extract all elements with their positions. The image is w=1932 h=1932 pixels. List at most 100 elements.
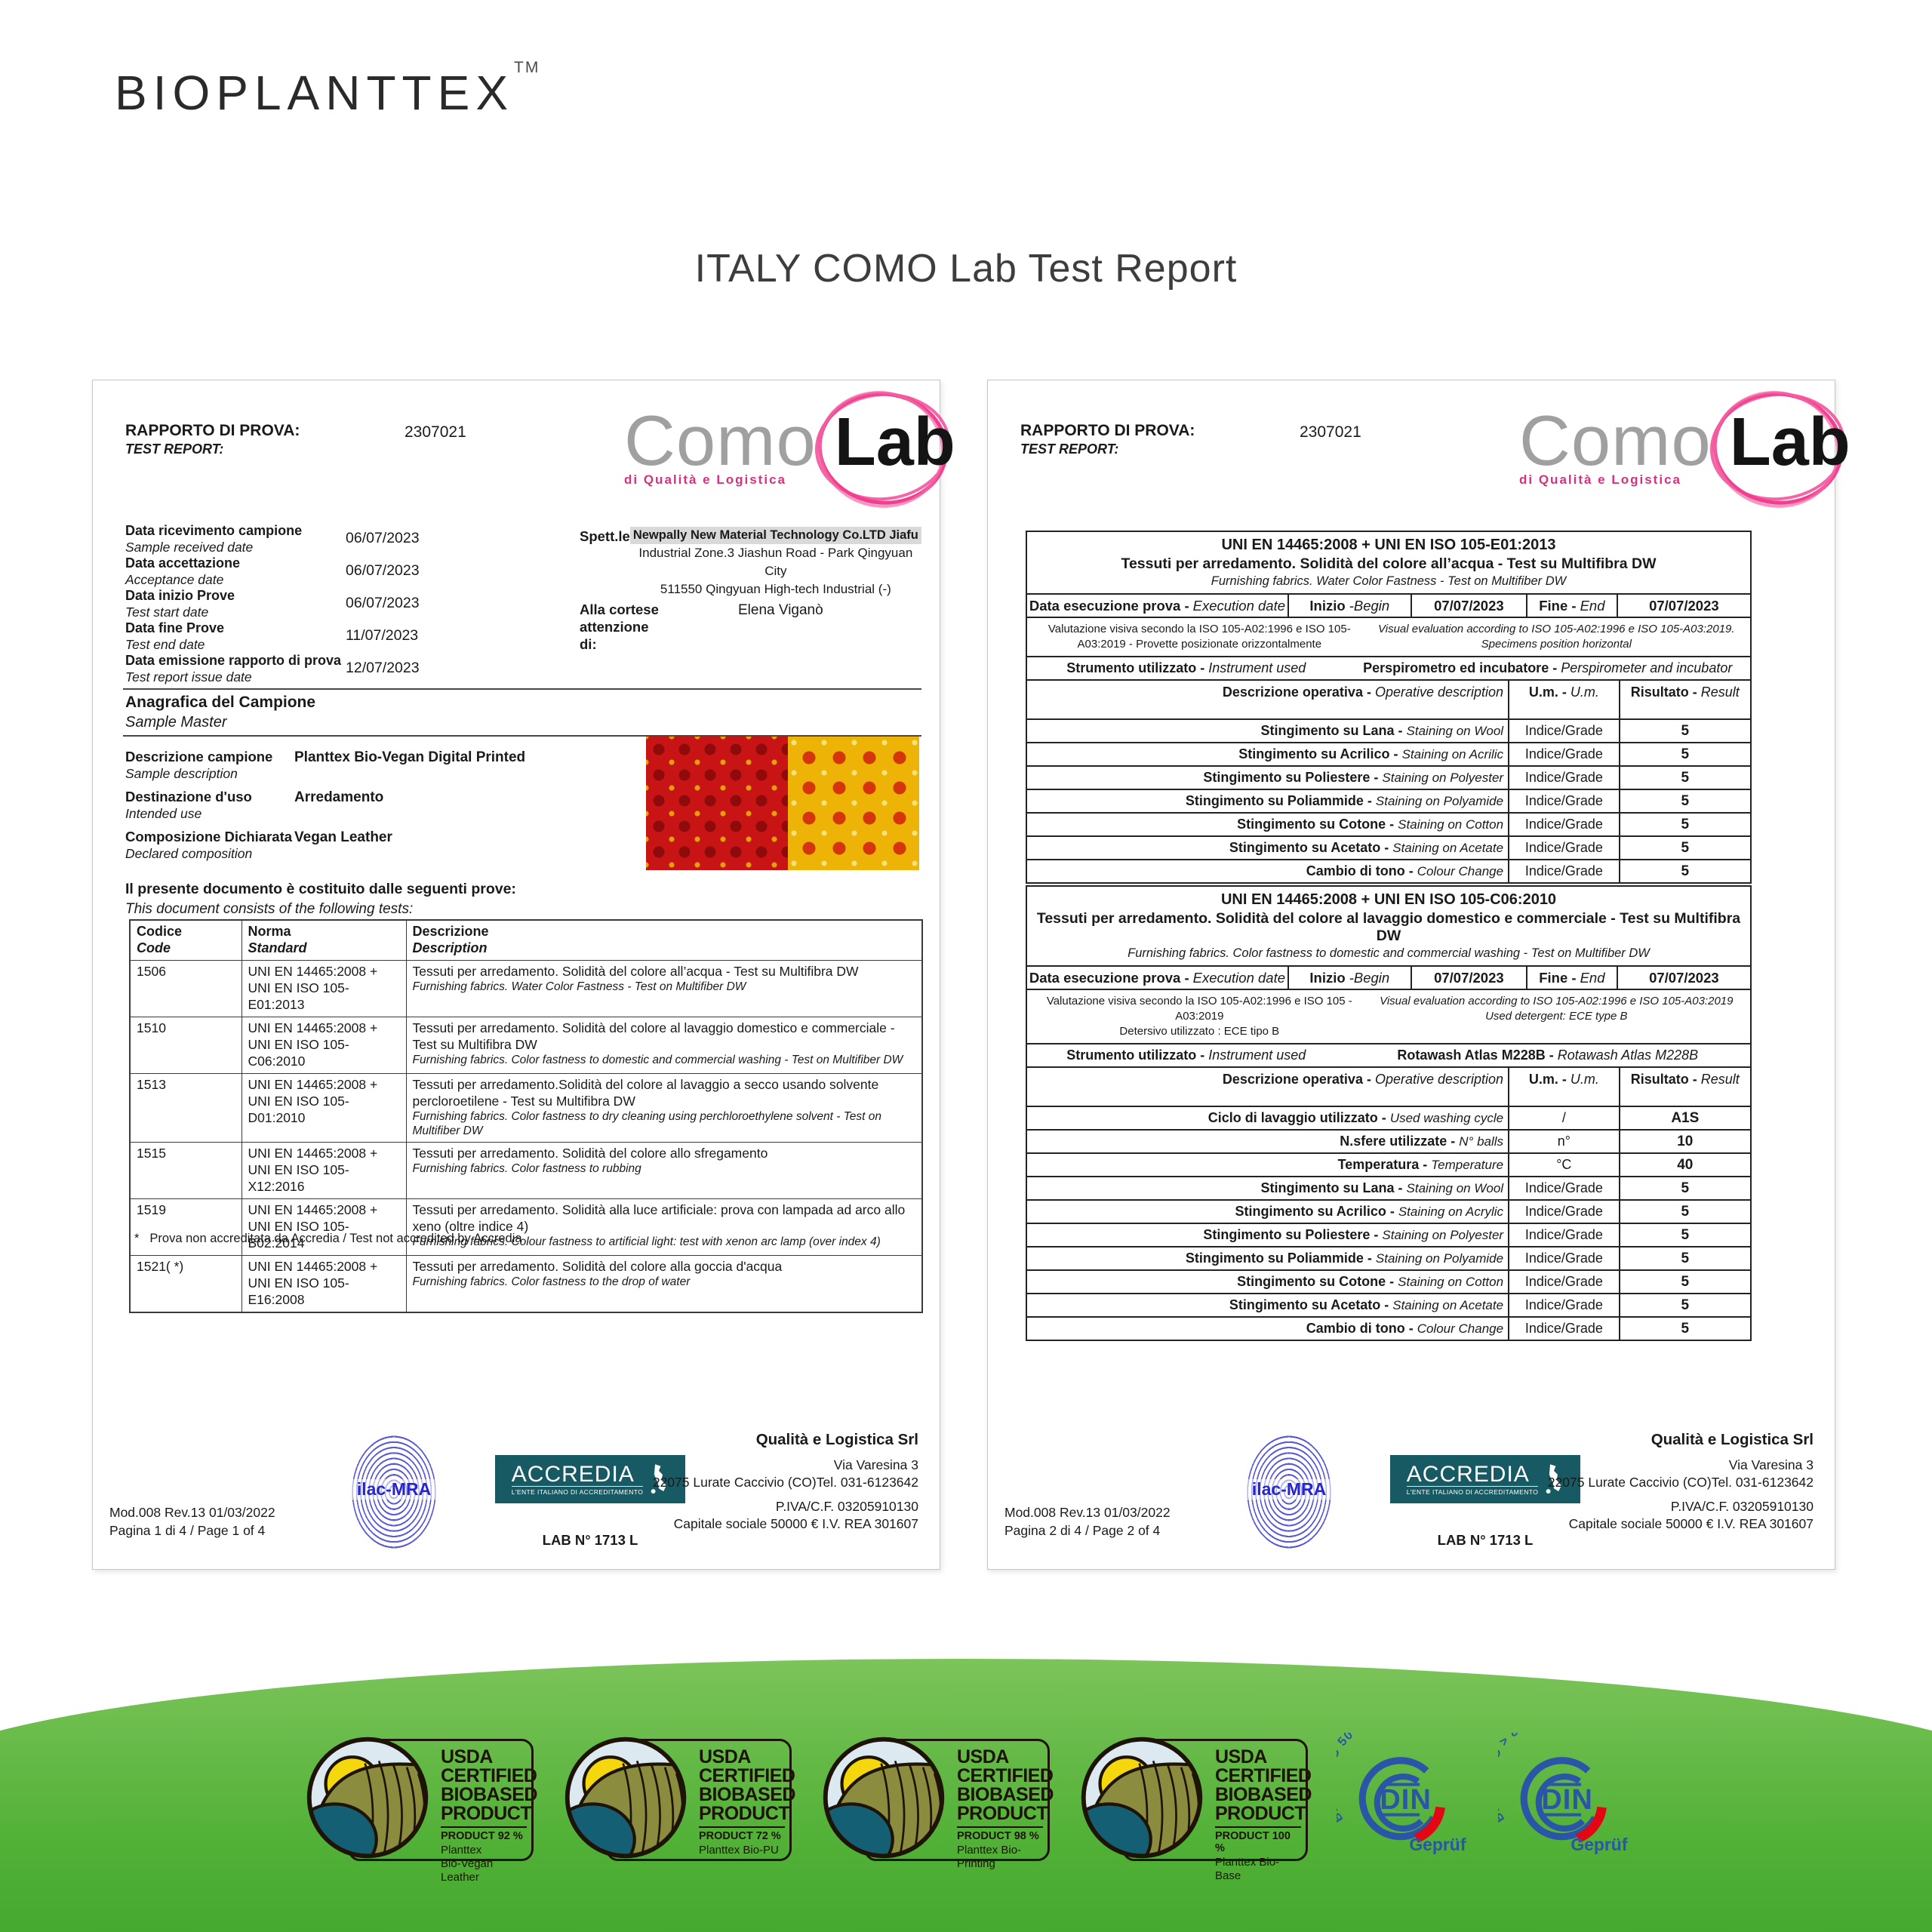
pink-scribble-circle-icon bbox=[1709, 391, 1846, 508]
sample-field-label-en: Sample description bbox=[125, 766, 238, 781]
report-number-labels: RAPPORTO DI PROVA: TEST REPORT: bbox=[125, 421, 300, 459]
col-standard-en: Standard bbox=[248, 940, 307, 955]
company-vat: P.IVA/C.F. 03205910130 bbox=[775, 1499, 918, 1514]
result-label-en: Staining on Wool bbox=[1406, 724, 1504, 738]
sample-field-row: Composizione Dichiarata Declared composit… bbox=[125, 829, 623, 869]
report-dates: Data ricevimento campione Sample received… bbox=[125, 522, 563, 685]
company-name: Qualità e Logistica Srl bbox=[1651, 1431, 1814, 1448]
page-meta: Mod.008 Rev.13 01/03/2022 Pagina 2 di 4 … bbox=[1004, 1503, 1171, 1540]
report-number: 2307021 bbox=[1300, 423, 1361, 441]
company-name: Qualità e Logistica Srl bbox=[755, 1431, 918, 1448]
result-unit: Indice/Grade bbox=[1508, 860, 1619, 882]
date-value: 06/07/2023 bbox=[346, 595, 420, 611]
result-row: Cambio di tono - Colour Change Indice/Gr… bbox=[1027, 1316, 1750, 1340]
attention-name: Elena Viganò bbox=[738, 602, 823, 618]
footnote-star: * bbox=[134, 1232, 140, 1245]
date-value: 06/07/2023 bbox=[346, 562, 420, 579]
result-label-it: Stingimento su Acetato - bbox=[1229, 840, 1389, 855]
result-label-en: Staining on Polyester bbox=[1382, 771, 1504, 785]
date-label-it: Data inizio Prove bbox=[125, 587, 235, 603]
result-label-en: Used washing cycle bbox=[1389, 1111, 1504, 1125]
usda-emblem-icon bbox=[820, 1733, 947, 1863]
page-number-label: Pagina 1 di 4 / Page 1 of 4 bbox=[109, 1523, 266, 1538]
usda-emblem-icon bbox=[304, 1733, 431, 1863]
result-label-en: N° balls bbox=[1459, 1134, 1504, 1149]
usda-line-2: CERTIFIED bbox=[1215, 1765, 1312, 1786]
sample-field-label-it: Composizione Dichiarata bbox=[125, 829, 293, 844]
result-unit: Indice/Grade bbox=[1508, 767, 1619, 789]
accredia-name: ACCREDIA bbox=[511, 1461, 635, 1487]
usda-line-3: BIOBASED bbox=[699, 1784, 795, 1805]
table-title-it: Tessuti per arredamento. Solidità del co… bbox=[1036, 910, 1741, 944]
col-standard-it: Norma bbox=[248, 924, 291, 939]
date-label-it: Data ricevimento campione bbox=[125, 522, 303, 538]
result-row: Cambio di tono - Colour Change Indice/Gr… bbox=[1027, 859, 1750, 882]
result-unit: Indice/Grade bbox=[1508, 1177, 1619, 1199]
tests-table: Codice Code Norma Standard Descrizione Desc… bbox=[129, 919, 923, 1313]
comolab-logo-como: Como bbox=[624, 401, 817, 480]
result-unit: Indice/Grade bbox=[1508, 790, 1619, 812]
result-label-it: Stingimento su Poliammide - bbox=[1185, 793, 1372, 808]
attention-block: Alla cortese attenzione di: Elena Viganò bbox=[580, 601, 921, 653]
test-desc-en: Furnishing fabrics. Colour fastness to a… bbox=[412, 1235, 881, 1248]
result-label-en: Colour Change bbox=[1417, 1321, 1504, 1336]
result-value: 5 bbox=[1618, 1271, 1750, 1293]
attention-label: Alla cortese attenzione di: bbox=[580, 601, 659, 652]
usda-line-1: USDA bbox=[1215, 1746, 1267, 1767]
page-title: ITALY COMO Lab Test Report bbox=[694, 247, 1238, 291]
test-desc-en: Furnishing fabrics. Color fastness to do… bbox=[412, 1054, 903, 1066]
date-label-en: Test end date bbox=[125, 636, 205, 652]
result-label-it: Stingimento su Lana - bbox=[1260, 723, 1403, 738]
result-unit: Indice/Grade bbox=[1508, 837, 1619, 859]
recipient-company: Newpally New Material Technology Co.LTD … bbox=[629, 527, 921, 544]
sample-field-label-it: Descrizione campione bbox=[125, 749, 273, 764]
result-label-en: Staining on Polyester bbox=[1382, 1228, 1504, 1242]
test-desc-it: Tessuti per arredamento. Solidità del co… bbox=[412, 1259, 783, 1274]
result-value: 5 bbox=[1618, 1224, 1750, 1246]
test-desc-it: Tessuti per arredamento. Solidità del co… bbox=[412, 1146, 768, 1161]
tests-table-header: Codice Code Norma Standard Descrizione Desc… bbox=[129, 919, 923, 961]
test-desc-en: Furnishing fabrics. Water Color Fastness… bbox=[412, 980, 746, 993]
table-standard: UNI EN 14465:2008 + UNI EN ISO 105-C06:2… bbox=[1220, 891, 1557, 908]
result-unit: n° bbox=[1508, 1131, 1619, 1152]
certification-badges-row: USDA CERTIFIED BIOBASED PRODUCT PRODUCT … bbox=[0, 1733, 1932, 1884]
result-label-it: Stingimento su Acrilico - bbox=[1238, 746, 1398, 761]
tests-table-row: 1510 UNI EN 14465:2008 + UNI EN ISO 105-… bbox=[129, 1017, 923, 1074]
recipient-address-2: 511550 Qingyuan High-tech Industrial (-) bbox=[660, 582, 891, 596]
table-title-it: Tessuti per arredamento. Solidità del co… bbox=[1121, 555, 1657, 572]
result-label-it: Cambio di tono - bbox=[1306, 1321, 1414, 1336]
brand-name: BIOPLANTTEX bbox=[115, 66, 514, 120]
result-value: 5 bbox=[1618, 1294, 1750, 1316]
result-unit: Indice/Grade bbox=[1508, 743, 1619, 765]
instrument-row: Strumento utilizzato - Instrument used R… bbox=[1027, 1043, 1750, 1066]
table-title-en: Furnishing fabrics. Water Color Fastness… bbox=[1211, 574, 1567, 588]
test-code: 1506 bbox=[129, 960, 242, 1017]
ilac-mra-label: ilac-MRA bbox=[1238, 1479, 1340, 1500]
usda-percent: PRODUCT 100 % bbox=[1215, 1830, 1291, 1854]
svg-text:Geprüft: Geprüft bbox=[1571, 1835, 1628, 1854]
usda-divider bbox=[441, 1826, 527, 1828]
date-label-en: Acceptance date bbox=[125, 571, 224, 587]
company-capital: Capitale sociale 50000 € I.V. REA 301607 bbox=[1568, 1516, 1814, 1531]
result-value: 5 bbox=[1618, 837, 1750, 859]
usda-percent: PRODUCT 98 % bbox=[957, 1830, 1039, 1842]
company-info: Qualità e Logistica Srl Via Varesina 3 2… bbox=[1548, 1431, 1814, 1533]
svg-text:BIOBASED > 85 %: BIOBASED > 85 % bbox=[1498, 1733, 1543, 1826]
italy-silhouette-icon bbox=[1546, 1464, 1562, 1494]
divider bbox=[123, 688, 921, 690]
usda-biobased-badge: USDA CERTIFIED BIOBASED PRODUCT PRODUCT … bbox=[820, 1733, 1054, 1870]
usda-product-line-1: Planttex Bio-Printing bbox=[957, 1844, 1022, 1870]
result-label-en: Staining on Acrilic bbox=[1401, 747, 1504, 761]
company-info: Qualità e Logistica Srl Via Varesina 3 2… bbox=[653, 1431, 918, 1533]
report-label-en: TEST REPORT: bbox=[1020, 441, 1119, 457]
test-standard: UNI EN 14465:2008 + UNI EN ISO 105-E16:2… bbox=[241, 1255, 407, 1313]
sample-field-row: Destinazione d'uso Intended use Arredamen… bbox=[125, 789, 623, 829]
test-desc-en: Furnishing fabrics. Color fastness to th… bbox=[412, 1275, 691, 1288]
usda-biobased-badge: USDA CERTIFIED BIOBASED PRODUCT PRODUCT … bbox=[562, 1733, 795, 1863]
usda-badge-frame: USDA CERTIFIED BIOBASED PRODUCT PRODUCT … bbox=[864, 1739, 1054, 1870]
date-value: 12/07/2023 bbox=[346, 660, 420, 676]
page-footer: ilac-MRA ACCREDIA L'ENTE ITALIANO DI ACC… bbox=[93, 1429, 940, 1567]
result-row: Stingimento su Lana - Staining on Wool I… bbox=[1027, 1176, 1750, 1199]
din-geprueft-badge-85: BIOBASED > 85 % DIN Geprüft bbox=[1498, 1733, 1628, 1854]
sample-heading-en: Sample Master bbox=[125, 714, 227, 731]
